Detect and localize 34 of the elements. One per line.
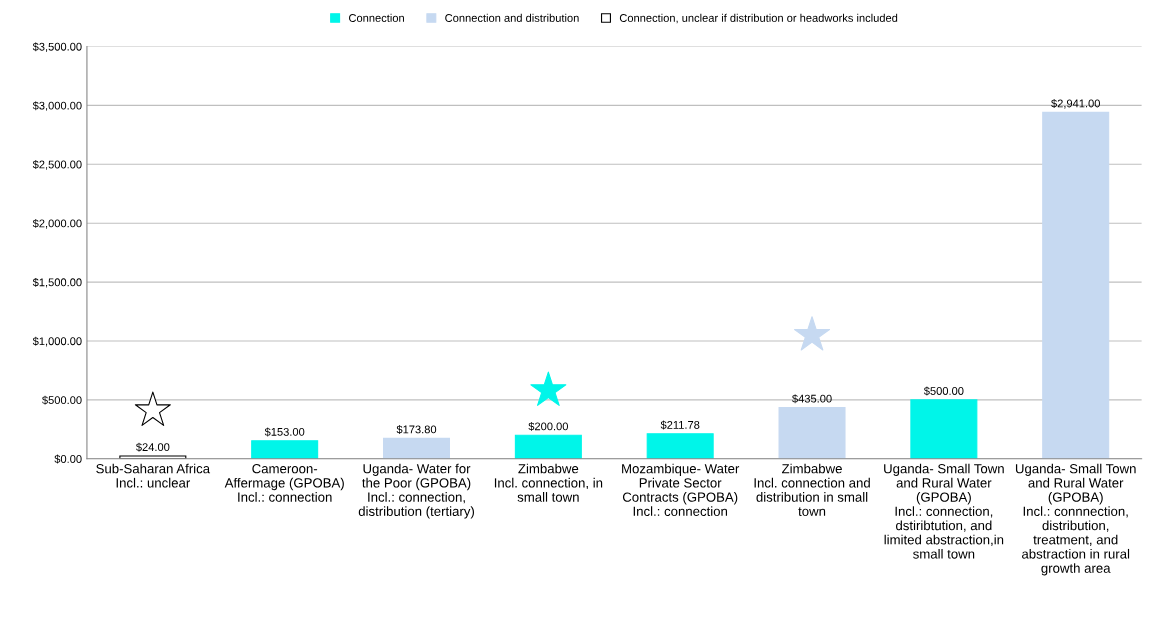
y-tick-label: $500.00 xyxy=(42,395,82,405)
bar xyxy=(251,440,319,459)
data-label: $173.80 xyxy=(396,425,437,435)
data-label: $200.00 xyxy=(528,421,568,431)
data-label: $500.00 xyxy=(923,386,964,396)
x-tick-label: Uganda- Small Town and Rural Water (GPOBA) Incl.: connection, dstiribtution, and limited abstraction,in small town xyxy=(884,463,1004,559)
x-tick-label: Zimbabwe Incl. connection, in small town xyxy=(494,463,603,502)
y-tick-label: $3,000.00 xyxy=(32,101,82,111)
y-tick-label: $1,500.00 xyxy=(32,277,82,288)
x-tick-label: Sub-Saharan Africa Incl.: unclear xyxy=(96,463,211,488)
y-tick-label: $0.00 xyxy=(54,454,82,464)
x-tick-label: Uganda- Small Town and Rural Water (GPOBA) Incl.: connnection, distribution, treatment, and abstraction in rural growth area xyxy=(1015,463,1136,576)
data-label: $2,941.00 xyxy=(1051,99,1100,109)
bar xyxy=(1042,111,1110,459)
data-label: $24.00 xyxy=(135,442,170,452)
bar xyxy=(910,399,978,459)
y-tick-label: $2,500.00 xyxy=(32,160,82,170)
data-label: $211.78 xyxy=(660,420,700,430)
y-tick-label: $3,500.00 xyxy=(32,42,82,52)
legend-label: Connection and distribution xyxy=(445,13,579,22)
legend-label: Connection xyxy=(349,13,404,22)
data-label: $435.00 xyxy=(792,394,832,404)
x-tick-label: Uganda- Water for the Poor (GPOBA) Incl.: connection, distribution (tertiary) xyxy=(358,463,474,519)
y-tick-label: $1,000.00 xyxy=(32,336,82,347)
bar xyxy=(646,433,714,459)
x-tick-label: Cameroon- Affermage (GPOBA) Incl.: connection xyxy=(224,464,344,502)
bar xyxy=(514,434,582,459)
bar xyxy=(778,407,846,459)
data-label: $153.00 xyxy=(264,427,305,437)
x-tick-label: Zimbabwe Incl. connection and distribution in small town xyxy=(754,463,870,516)
bar xyxy=(383,437,451,459)
legend-label: Connection, unclear if distribution or headworks included xyxy=(619,13,898,24)
x-tick-label: Mozambique- Water Private Sector Contracts (GPOBA) Incl.: connection xyxy=(622,463,740,516)
y-tick-label: $2,000.00 xyxy=(32,219,82,229)
